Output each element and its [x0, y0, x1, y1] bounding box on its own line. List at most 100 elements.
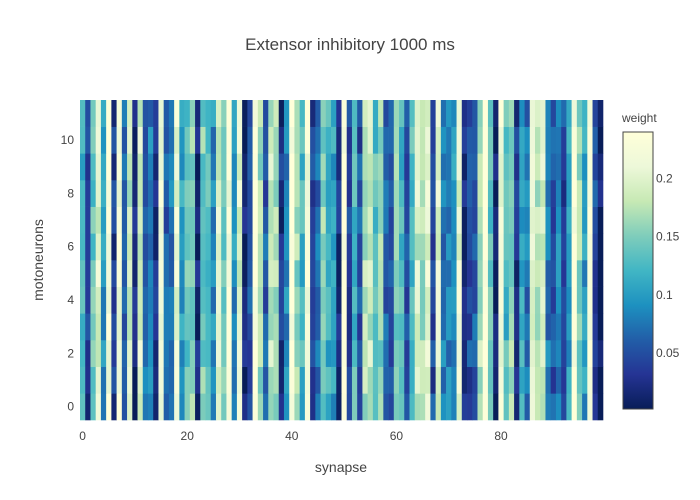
heatmap-cell [315, 100, 321, 127]
heatmap-cell [566, 340, 572, 367]
heatmap-cell [121, 153, 128, 181]
heatmap-cell [215, 206, 222, 234]
heatmap-cell [158, 260, 164, 287]
heatmap-cell [210, 100, 217, 127]
heatmap-cell [378, 206, 384, 234]
heatmap-cell [440, 366, 447, 394]
heatmap-cell [555, 366, 562, 394]
heatmap-cell [550, 100, 557, 127]
heatmap-cell [263, 393, 269, 421]
heatmap-cell [299, 260, 306, 287]
heatmap-cell [545, 286, 551, 314]
heatmap-cell [388, 126, 395, 154]
heatmap-cell [336, 260, 342, 287]
heatmap-cell [310, 313, 316, 341]
heatmap-cell [289, 180, 295, 207]
heatmap-cell [514, 393, 520, 421]
heatmap-cell [524, 286, 531, 314]
heatmap-cell [514, 313, 520, 341]
heatmap-cell [189, 180, 196, 207]
heatmap-cell [346, 126, 353, 154]
heatmap-cell [587, 286, 593, 314]
heatmap-cell [540, 206, 546, 234]
heatmap-cell [372, 126, 379, 154]
heatmap-cell [383, 260, 389, 287]
heatmap-cell [137, 180, 144, 207]
heatmap-cell [430, 153, 436, 181]
heatmap-cell [388, 313, 395, 341]
y-tick-label: 6 [67, 240, 74, 254]
heatmap-cell [289, 313, 295, 341]
heatmap-cell [247, 340, 253, 367]
heatmap-cell [85, 126, 91, 154]
heatmap-cell [498, 180, 504, 207]
heatmap-cell [158, 233, 164, 261]
heatmap-cell [446, 286, 452, 314]
heatmap-cell [399, 233, 405, 261]
heatmap-cell [153, 206, 159, 234]
heatmap-cell [336, 313, 342, 341]
heatmap-cell [341, 260, 348, 287]
heatmap-cell [456, 180, 463, 207]
heatmap-cell [242, 153, 248, 181]
heatmap-cell [142, 366, 149, 394]
heatmap-cell [388, 206, 395, 234]
heatmap-cell [315, 313, 321, 341]
heatmap-cell [268, 206, 274, 234]
heatmap-cell [587, 153, 593, 181]
heatmap-cell [535, 393, 541, 421]
heatmap-cell [106, 233, 112, 261]
heatmap-cell [325, 233, 332, 261]
heatmap-cell [205, 340, 212, 367]
heatmap-cell [597, 153, 604, 181]
heatmap-cell [409, 126, 416, 154]
heatmap-cell [587, 206, 593, 234]
heatmap-cell [487, 100, 494, 127]
heatmap-cell [80, 100, 86, 127]
heatmap-cell [90, 233, 96, 261]
heatmap-cell [242, 313, 248, 341]
heatmap-cell [331, 340, 337, 367]
heatmap-cell [482, 393, 489, 421]
heatmap-cell [435, 313, 442, 341]
heatmap-cell [320, 340, 327, 367]
heatmap-cell [587, 313, 593, 341]
heatmap-cell [383, 313, 389, 341]
heatmap-cell [142, 233, 149, 261]
heatmap-cell [200, 180, 206, 207]
heatmap-cell [179, 366, 185, 394]
heatmap-cell [257, 100, 264, 127]
heatmap-cell [514, 180, 520, 207]
heatmap-cell [247, 126, 253, 154]
heatmap-cell [592, 260, 599, 287]
heatmap-cell [372, 233, 379, 261]
heatmap-cell [498, 313, 504, 341]
heatmap-cell [283, 393, 290, 421]
heatmap-cell [425, 340, 431, 367]
heatmap-cell [195, 180, 201, 207]
heatmap-cell [315, 233, 321, 261]
heatmap-cell [592, 126, 599, 154]
heatmap-cell [158, 100, 164, 127]
heatmap-cell [576, 233, 583, 261]
heatmap-cell [482, 313, 489, 341]
heatmap-cell [100, 393, 107, 421]
heatmap-cell [535, 366, 541, 394]
x-tick-label: 80 [494, 429, 508, 443]
heatmap-cell [247, 393, 253, 421]
x-tick-label: 60 [390, 429, 404, 443]
heatmap-cell [477, 153, 484, 181]
heatmap-cell [325, 206, 332, 234]
heatmap-cell [210, 260, 217, 287]
heatmap-cell [414, 180, 421, 207]
heatmap-cell [252, 233, 259, 261]
heatmap-cell [320, 233, 327, 261]
heatmap-cell [555, 286, 562, 314]
heatmap-cell [451, 313, 457, 341]
heatmap-cell [283, 260, 290, 287]
heatmap-cell [519, 340, 525, 367]
heatmap-cell [236, 260, 243, 287]
heatmap-cell [121, 366, 128, 394]
heatmap-cell [529, 126, 536, 154]
